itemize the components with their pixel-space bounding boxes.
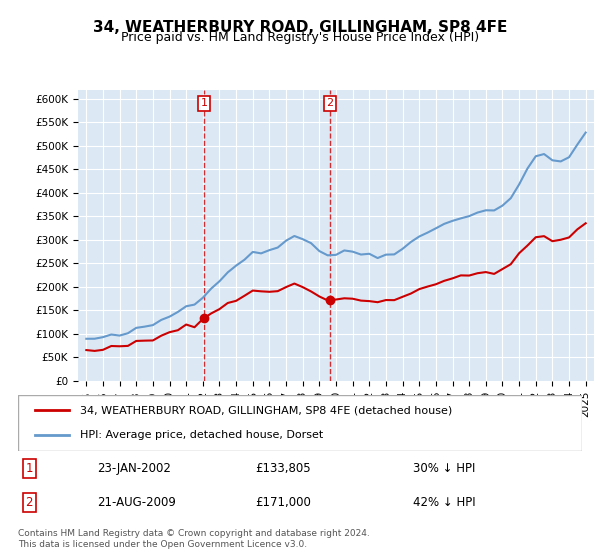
Text: 23-JAN-2002: 23-JAN-2002 bbox=[97, 461, 171, 475]
Text: 2: 2 bbox=[326, 99, 334, 108]
FancyBboxPatch shape bbox=[18, 395, 582, 451]
Text: 1: 1 bbox=[26, 461, 33, 475]
Text: £133,805: £133,805 bbox=[255, 461, 311, 475]
Text: 2: 2 bbox=[26, 496, 33, 510]
Text: 34, WEATHERBURY ROAD, GILLINGHAM, SP8 4FE (detached house): 34, WEATHERBURY ROAD, GILLINGHAM, SP8 4F… bbox=[80, 405, 452, 416]
Text: 30% ↓ HPI: 30% ↓ HPI bbox=[413, 461, 475, 475]
Text: 1: 1 bbox=[200, 99, 208, 108]
Text: 42% ↓ HPI: 42% ↓ HPI bbox=[413, 496, 475, 510]
Text: Price paid vs. HM Land Registry's House Price Index (HPI): Price paid vs. HM Land Registry's House … bbox=[121, 31, 479, 44]
Text: HPI: Average price, detached house, Dorset: HPI: Average price, detached house, Dors… bbox=[80, 430, 323, 440]
Text: £171,000: £171,000 bbox=[255, 496, 311, 510]
Text: 34, WEATHERBURY ROAD, GILLINGHAM, SP8 4FE: 34, WEATHERBURY ROAD, GILLINGHAM, SP8 4F… bbox=[93, 20, 507, 35]
Text: 21-AUG-2009: 21-AUG-2009 bbox=[97, 496, 176, 510]
Text: Contains HM Land Registry data © Crown copyright and database right 2024.
This d: Contains HM Land Registry data © Crown c… bbox=[18, 529, 370, 549]
